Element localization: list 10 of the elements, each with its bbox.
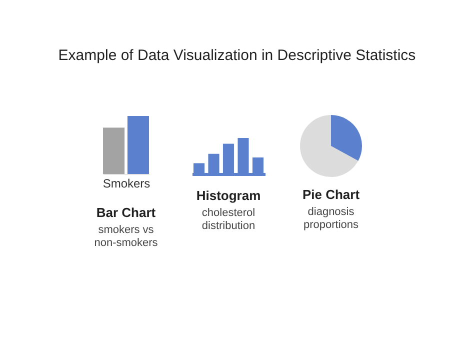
text: Bar Chart	[96, 205, 156, 220]
text: Example of Data Visualization in Descriptive Statistics	[57, 47, 417, 64]
pie-slice	[331, 115, 362, 161]
text: smokers vs non-smokers	[94, 224, 158, 249]
text: Pie Chart	[302, 187, 360, 202]
text: Histogram	[196, 188, 261, 203]
pie-slice	[300, 115, 358, 177]
text: cholesterol distribution	[202, 207, 256, 232]
text: diagnosis proportions	[303, 206, 360, 231]
x-axis-title: Smokers	[102, 176, 150, 190]
